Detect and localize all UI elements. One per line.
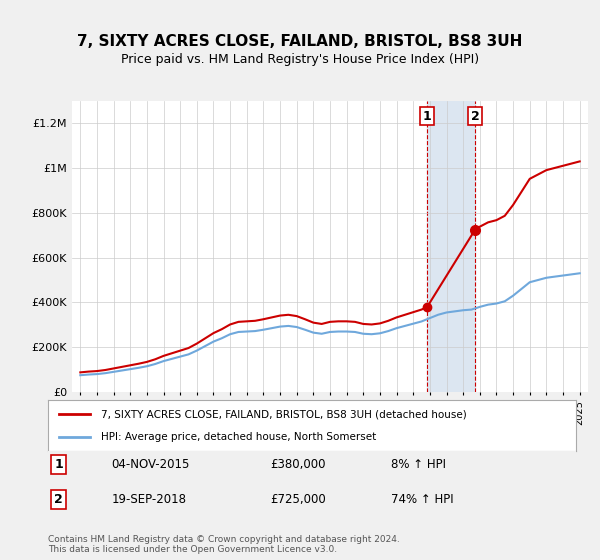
Text: 19-SEP-2018: 19-SEP-2018 — [112, 493, 187, 506]
Text: 04-NOV-2015: 04-NOV-2015 — [112, 458, 190, 472]
Text: Contains HM Land Registry data © Crown copyright and database right 2024.
This d: Contains HM Land Registry data © Crown c… — [48, 535, 400, 554]
Text: 1: 1 — [423, 110, 431, 123]
Text: 2: 2 — [471, 110, 479, 123]
Text: HPI: Average price, detached house, North Somerset: HPI: Average price, detached house, Nort… — [101, 432, 376, 442]
Text: 1: 1 — [54, 458, 63, 472]
Text: Price paid vs. HM Land Registry's House Price Index (HPI): Price paid vs. HM Land Registry's House … — [121, 53, 479, 66]
Text: 74% ↑ HPI: 74% ↑ HPI — [391, 493, 454, 506]
Text: 2: 2 — [54, 493, 63, 506]
Text: £380,000: £380,000 — [270, 458, 325, 472]
Text: £725,000: £725,000 — [270, 493, 326, 506]
Text: 7, SIXTY ACRES CLOSE, FAILAND, BRISTOL, BS8 3UH (detached house): 7, SIXTY ACRES CLOSE, FAILAND, BRISTOL, … — [101, 409, 467, 419]
Bar — [427, 101, 475, 392]
Text: 7, SIXTY ACRES CLOSE, FAILAND, BRISTOL, BS8 3UH: 7, SIXTY ACRES CLOSE, FAILAND, BRISTOL, … — [77, 34, 523, 49]
Text: 8% ↑ HPI: 8% ↑ HPI — [391, 458, 446, 472]
